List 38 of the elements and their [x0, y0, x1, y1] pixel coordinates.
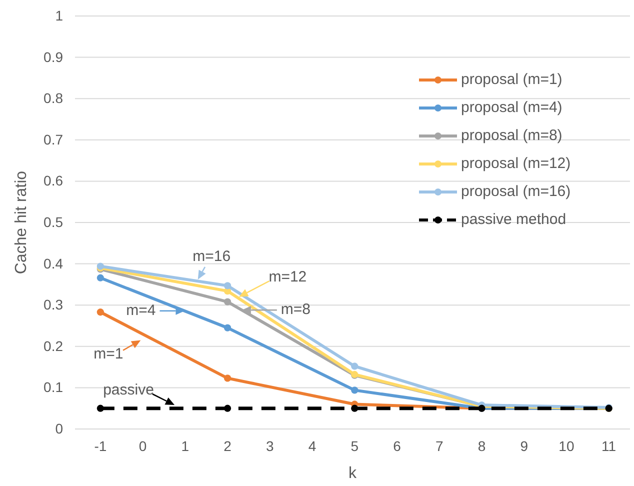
- x-tick-label: 0: [138, 438, 147, 454]
- y-tick-label: 0.7: [44, 131, 64, 148]
- annotation: m=16: [192, 248, 231, 265]
- x-tick-label: 10: [558, 438, 574, 454]
- legend-label: proposal (m=4): [461, 98, 562, 116]
- y-tick-label: 0.4: [44, 255, 64, 272]
- y-tick-label: 0.9: [44, 48, 64, 65]
- x-tick-label: 5: [350, 438, 359, 454]
- x-tick-label: -1: [94, 438, 107, 454]
- annotation: passive: [103, 381, 154, 398]
- y-tick-label: 0.3: [44, 296, 64, 313]
- x-axis-title: k: [348, 465, 358, 482]
- y-tick-label: 0.6: [44, 172, 64, 189]
- legend-label: proposal (m=16): [461, 182, 571, 200]
- annotation: m=12: [268, 268, 307, 286]
- y-tick-label: 0.8: [44, 90, 64, 106]
- y-tick-label: 0.5: [44, 214, 64, 230]
- x-tick-label: 3: [266, 438, 274, 454]
- legend-label: proposal (m=12): [461, 154, 571, 172]
- legend-label: proposal (m=8): [461, 126, 562, 144]
- y-tick-label: 0.2: [44, 338, 64, 354]
- x-tick-label: 2: [224, 438, 232, 454]
- annotation: m=8: [280, 301, 311, 318]
- x-tick-label: 9: [520, 438, 528, 454]
- legend-label: passive method: [461, 210, 566, 228]
- x-tick-label: 6: [393, 438, 402, 454]
- x-tick-label: 7: [435, 438, 444, 454]
- x-tick-label: 8: [478, 438, 486, 454]
- annotation: m=4: [126, 302, 156, 319]
- x-tick-label: 1: [181, 438, 190, 454]
- annotation: m=1: [94, 345, 124, 362]
- y-tick-label: 1: [55, 7, 64, 24]
- x-tick-label: 11: [602, 438, 616, 454]
- y-tick-label: 0.1: [44, 379, 64, 396]
- y-tick-label: 0: [55, 420, 64, 436]
- legend-label: proposal (m=1): [461, 70, 562, 88]
- y-axis-title: Cache hit ratio: [13, 170, 30, 274]
- x-tick-label: 4: [308, 438, 316, 454]
